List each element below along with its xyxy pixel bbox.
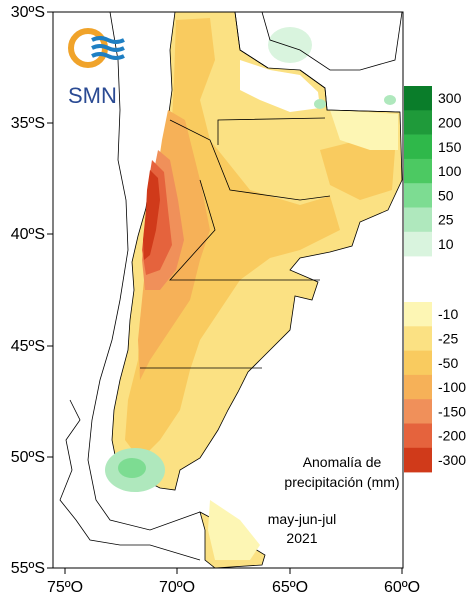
legend-negative-swatch <box>404 399 432 424</box>
legend-positive-swatch <box>404 110 432 135</box>
lon-label-65: 65ºO <box>272 579 308 596</box>
legend-positive-swatch <box>404 207 432 233</box>
lat-label-45: 45ºS <box>11 338 45 355</box>
legend-negative-swatch <box>404 326 432 351</box>
legend-positive-label: 25 <box>438 212 454 228</box>
zone-surplus-south-core <box>118 458 146 478</box>
legend-positive-label: 50 <box>438 187 454 203</box>
legend-negative-label: -25 <box>438 330 458 346</box>
logo-text: SMN <box>68 83 117 108</box>
legend-negative-label: -150 <box>438 403 466 419</box>
lon-label-70: 70ºO <box>159 579 195 596</box>
legend-negative-label: -300 <box>438 452 466 468</box>
zone-surplus-coast <box>268 27 312 63</box>
legend-negative-swatch <box>404 423 432 449</box>
legend-negative-label: -50 <box>438 355 458 371</box>
annotation-line1: Anomalía de <box>303 454 382 470</box>
longitude-axis: 75ºO 70ºO 65ºO 60ºO <box>47 568 420 596</box>
legend-negative: -10 -25 -50 -100 -150 -200 -300 <box>404 302 466 473</box>
legend-negative-label: -10 <box>438 306 458 322</box>
zone-near-normal-east <box>330 110 398 150</box>
legend-positive-label: 100 <box>438 163 462 179</box>
annotation-line2: precipitación (mm) <box>284 474 399 490</box>
legend-positive-swatch <box>404 134 432 160</box>
anomaly-field <box>105 11 403 569</box>
lat-label-40: 40ºS <box>11 226 45 243</box>
legend-negative-label: -100 <box>438 379 466 395</box>
zone-near-normal-north <box>240 60 320 112</box>
lat-label-55: 55ºS <box>11 560 45 577</box>
legend-positive-label: 300 <box>438 90 462 106</box>
zone-surplus-east <box>314 99 326 109</box>
logo-waves <box>91 36 125 60</box>
lat-label-50: 50ºS <box>11 449 45 466</box>
legend-positive-swatch <box>404 183 432 208</box>
legend-positive-swatch <box>404 231 432 257</box>
legend-negative-swatch <box>404 447 432 473</box>
lat-label-30: 30ºS <box>11 4 45 21</box>
legend-positive-label: 150 <box>438 139 462 155</box>
latitude-axis: 30ºS 35ºS 40ºS 45ºS 50ºS 55ºS <box>11 4 53 577</box>
legend-negative-swatch <box>404 350 432 376</box>
lon-label-60: 60ºO <box>384 579 420 596</box>
legend-positive-swatch <box>404 86 432 111</box>
annotation: Anomalía de precipitación (mm) may-jun-j… <box>268 454 400 546</box>
lat-label-35: 35ºS <box>11 115 45 132</box>
color-legend: 300 200 150 100 50 25 10 -10 -25 -50 -100 -150 -200… <box>404 86 466 473</box>
annotation-period: may-jun-jul <box>268 511 336 527</box>
legend-positive-swatch <box>404 158 432 184</box>
zone-surplus-east-2 <box>384 95 396 105</box>
legend-positive: 300 200 150 100 50 25 10 <box>404 86 462 257</box>
legend-negative-label: -200 <box>438 428 466 444</box>
zone-deficit-50-north <box>320 140 395 200</box>
annotation-year: 2021 <box>286 530 317 546</box>
zone-deficit-300 <box>143 170 160 260</box>
lon-label-75: 75ºO <box>47 579 83 596</box>
legend-negative-swatch <box>404 302 432 327</box>
smn-logo: SMN <box>68 28 125 108</box>
legend-positive-label: 10 <box>438 236 454 252</box>
country-borders <box>59 11 403 561</box>
legend-positive-label: 200 <box>438 114 462 130</box>
map-border <box>52 11 404 569</box>
legend-negative-swatch <box>404 374 432 400</box>
zone-near-normal-south <box>208 500 260 560</box>
